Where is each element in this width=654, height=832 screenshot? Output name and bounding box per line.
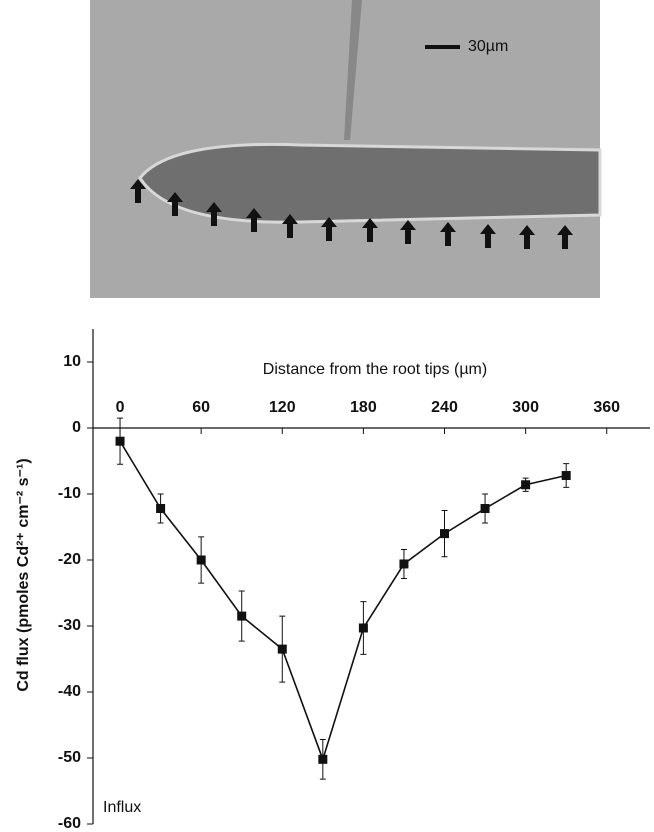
x-tick-label: 0: [116, 399, 125, 416]
x-tick-label: 240: [431, 399, 458, 416]
data-point: [399, 559, 409, 569]
data-point: [358, 623, 368, 633]
pipette: [344, 0, 362, 140]
data-point: [480, 504, 490, 514]
series-line: [119, 440, 567, 762]
data-point: [237, 611, 247, 621]
y-tick-label: -50: [58, 749, 81, 766]
y-axis-title: Cd flux (pmoles Cd²⁺ cm⁻² s⁻¹): [15, 458, 32, 691]
data-point: [156, 504, 166, 514]
data-point: [440, 529, 450, 539]
y-tick-label: -10: [58, 485, 81, 502]
y-tick-label: -60: [58, 815, 81, 832]
x-tick-label: 60: [192, 399, 210, 416]
annotation: Influx: [103, 799, 141, 816]
chart: Distance from the root tips (µm) Cd flux…: [15, 361, 487, 816]
x-tick-label: 360: [593, 399, 620, 416]
y-tick-label: 10: [63, 353, 81, 370]
data-point: [521, 480, 531, 490]
micrograph: 30µm: [90, 0, 602, 298]
x-tick-label: 120: [269, 399, 296, 416]
data-point: [115, 436, 125, 446]
x-tick-label: 180: [350, 399, 377, 416]
data-point: [277, 644, 287, 654]
data-point: [561, 471, 571, 481]
y-tick-label: 0: [72, 419, 81, 436]
scale-bar-label: 30µm: [468, 38, 508, 55]
arrows: [130, 179, 573, 249]
data-point: [196, 555, 206, 565]
x-tick-label: 300: [512, 399, 539, 416]
x-axis-title: Distance from the root tips (µm): [263, 361, 487, 378]
y-tick-label: -40: [58, 683, 81, 700]
y-tick-label: -30: [58, 617, 81, 634]
data-point: [318, 754, 328, 764]
y-tick-label: -20: [58, 551, 81, 568]
